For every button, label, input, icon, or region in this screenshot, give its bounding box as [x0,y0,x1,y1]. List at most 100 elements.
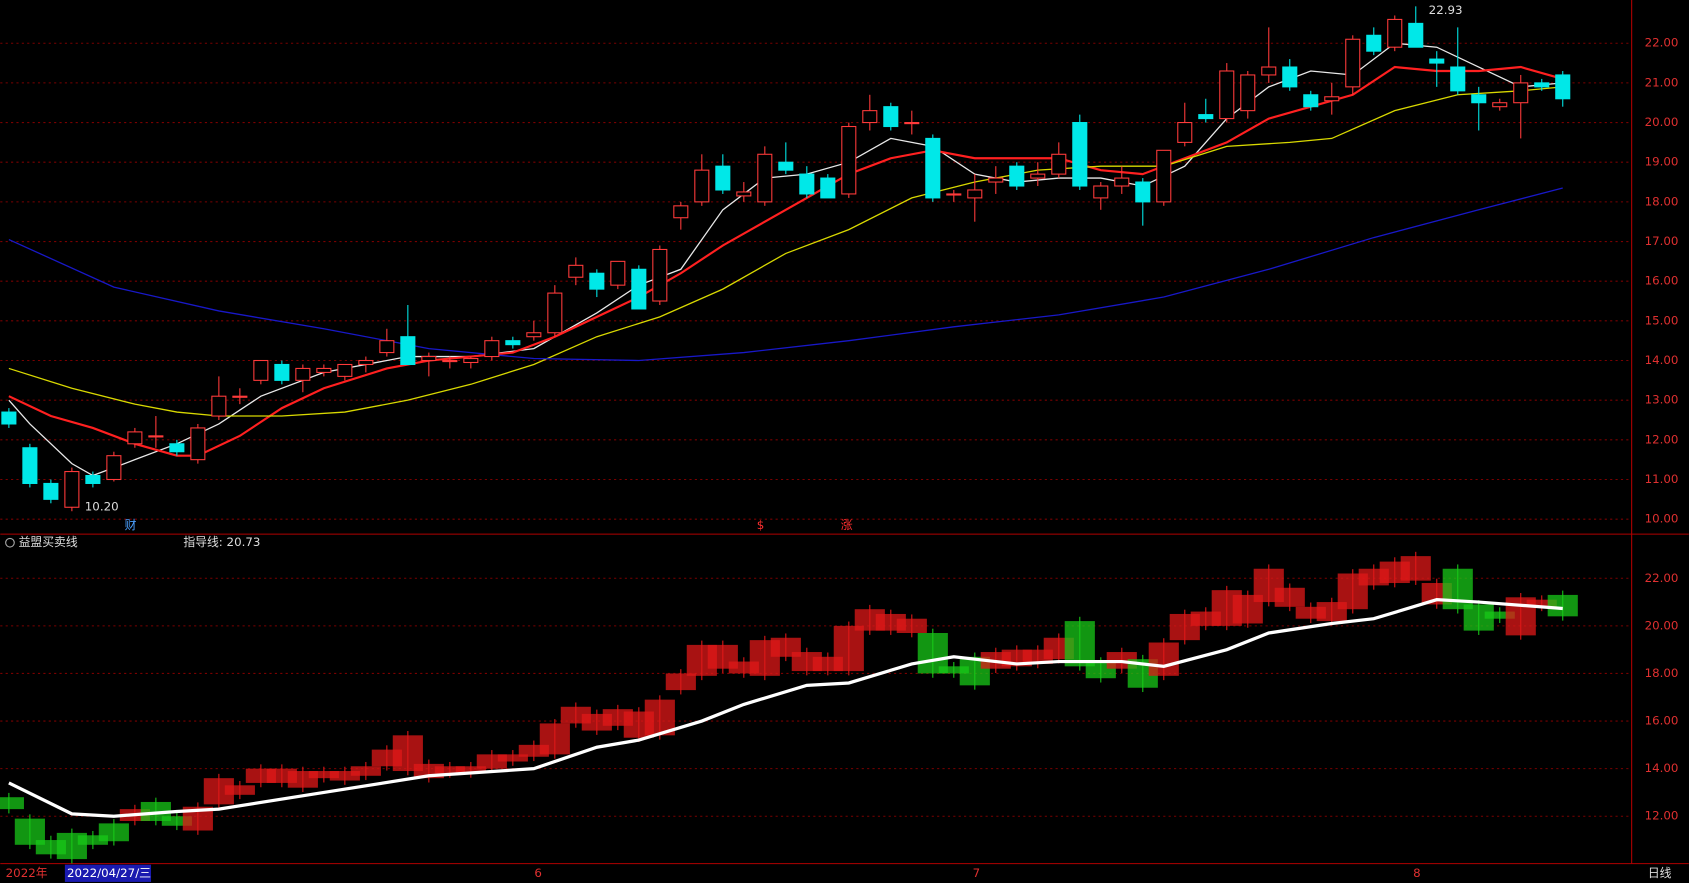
indicator-title: 益盟买卖线 [19,535,78,549]
candle-body [946,193,962,196]
y-tick-label: 14.00 [1645,761,1679,775]
candle-body [1030,173,1046,179]
y-tick-label: 17.00 [1645,234,1679,248]
candle-body [652,248,668,302]
candle-body [1513,82,1529,104]
candle-body [715,165,731,191]
x-tick-label: 2022/04/27/三 [67,866,151,880]
candle-body [484,340,500,358]
candle-body [379,340,395,354]
candle-body [274,363,290,381]
candle-body [337,363,353,377]
candle-body [1408,22,1424,48]
ma-line [8,42,1563,477]
x-tick-label: 6 [534,866,542,880]
candle-body [1177,122,1193,143]
candle-body [1135,181,1151,203]
x-tick-label: 8 [1413,866,1421,880]
candle-body [841,125,857,195]
candle-body [1240,74,1256,112]
event-marker: 涨 [841,518,853,532]
y-tick-label: 12.00 [1645,809,1679,823]
candle-body [1429,58,1445,64]
candle-body [736,191,752,197]
candle-body [631,268,647,310]
y-tick-label: 14.00 [1645,353,1679,367]
candle-body [1450,66,1466,92]
candle-body [1198,114,1214,120]
y-tick-label: 16.00 [1645,274,1679,288]
candle-body [1534,82,1550,88]
candle-body [610,260,626,286]
ma-line [8,86,1563,417]
candle-body [1219,70,1235,120]
period-label: 日线 [1648,866,1672,880]
low-label: 10.20 [85,499,119,513]
candle-body [421,356,437,362]
candle-body [925,137,941,199]
y-tick-label: 20.00 [1645,618,1679,632]
candle-body [1072,122,1088,187]
candle-body [967,189,983,199]
candle-body [127,431,143,445]
candle-body [1051,153,1067,175]
candle-body [673,205,689,219]
candle-body [463,357,479,364]
candle-body [1366,34,1382,52]
candle-body [820,177,836,199]
candle-body [232,395,248,398]
candle-body [1156,149,1172,203]
candle-body [400,336,416,366]
x-tick-label: 7 [973,866,981,880]
candle-body [1324,96,1340,102]
candle-body [148,435,164,438]
candle-body [1303,94,1319,108]
candle-body [988,177,1004,183]
candle-body [442,359,458,363]
candle-body [694,169,710,203]
y-tick-label: 22.00 [1645,36,1679,50]
date-highlight [64,864,152,882]
candle-body [778,161,794,171]
candle-body [904,122,920,125]
y-tick-label: 20.00 [1645,115,1679,129]
guide-line [8,598,1563,818]
y-tick-label: 13.00 [1645,393,1679,407]
candle-body [568,264,584,278]
y-tick-label: 18.00 [1645,666,1679,680]
candle-body [757,153,773,203]
signal-box [0,797,24,810]
candle-body [1009,165,1025,187]
candle-body [1345,38,1361,88]
y-tick-label: 11.00 [1645,472,1679,486]
candle-body [43,482,59,500]
candle-body [64,471,80,508]
candle-body [85,474,101,484]
y-tick-label: 15.00 [1645,313,1679,327]
candle-body [1471,94,1487,104]
candle-body [358,359,374,366]
candle-body [799,173,815,195]
event-marker: $ [757,518,765,532]
candle-body [22,447,38,484]
y-tick-label: 19.00 [1645,155,1679,169]
candle-body [505,340,521,346]
candle-body [883,106,899,128]
candle-body [1261,66,1277,76]
candle-body [295,367,311,381]
y-tick-label: 10.00 [1645,512,1679,526]
ma-line [8,187,1563,362]
event-marker: 财 [125,518,137,532]
candle-body [862,110,878,124]
candle-body [526,332,542,338]
candle-body [316,367,332,373]
y-tick-label: 12.00 [1645,432,1679,446]
candle-body [106,455,122,481]
guide-label: 指导线: 20.73 [183,535,260,549]
panel-toggle[interactable] [5,537,15,548]
candle-body [589,272,605,290]
high-label: 22.93 [1429,3,1463,17]
candle-body [1,411,17,425]
candle-body [253,359,269,381]
